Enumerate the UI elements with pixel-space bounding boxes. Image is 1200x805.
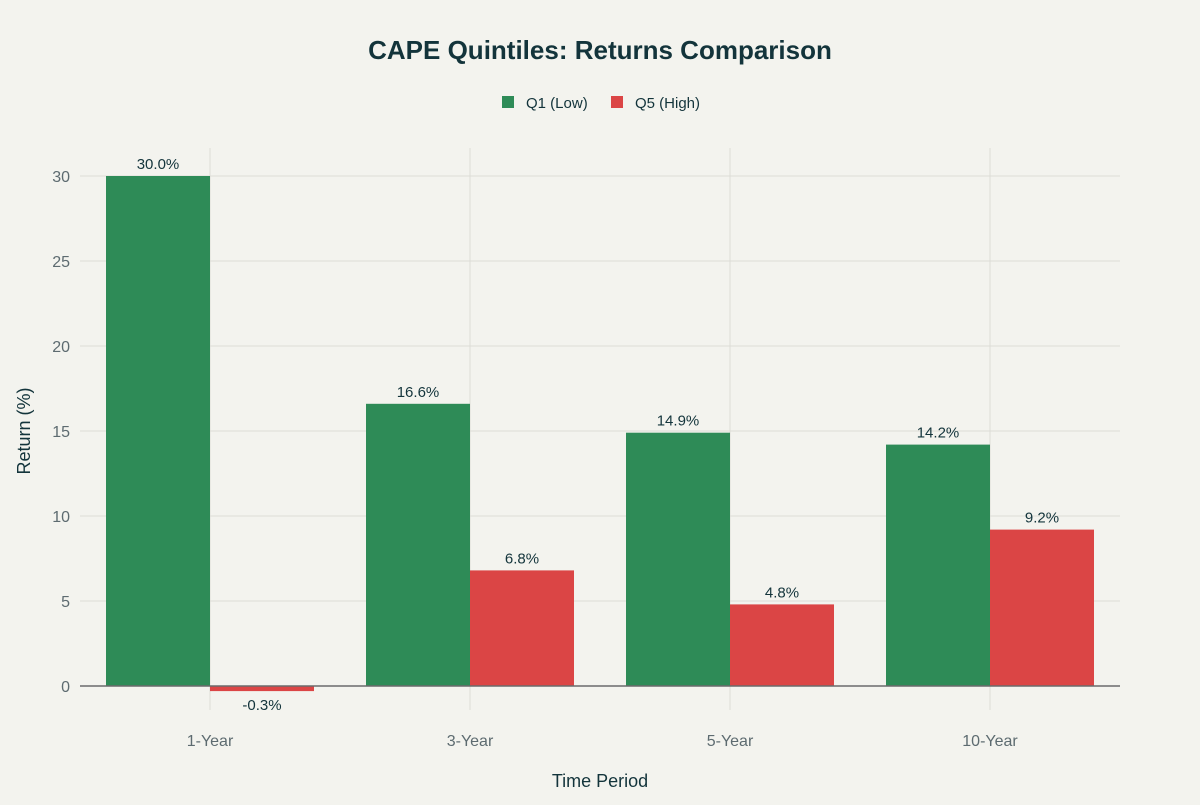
data-label: 14.9% (657, 413, 700, 430)
y-tick-label: 5 (61, 594, 70, 611)
data-label: 9.2% (1025, 510, 1059, 527)
x-tick-label: 3-Year (447, 733, 494, 750)
legend-label[interactable]: Q5 (High) (635, 95, 700, 112)
y-tick-label: 15 (52, 424, 70, 441)
y-tick-label: 25 (52, 254, 70, 271)
bar-q5 (210, 686, 314, 692)
data-label: 30.0% (137, 156, 180, 173)
data-label: 14.2% (917, 425, 960, 442)
x-tick-label: 5-Year (707, 733, 754, 750)
data-label: 6.8% (505, 550, 539, 567)
legend-swatch (502, 96, 514, 108)
legend: Q1 (Low) Q5 (High) (502, 95, 700, 112)
data-label: 4.8% (765, 584, 799, 601)
chart-title: CAPE Quintiles: Returns Comparison (368, 35, 832, 65)
bar-q1 (626, 432, 730, 686)
bar-q5 (470, 570, 574, 686)
y-tick-label: 0 (61, 679, 70, 696)
bar-q1 (366, 403, 470, 686)
data-labels: 30.0% 16.6% 14.9% 14.2% -0.3% 6.8% 4.8% 9.2% (137, 156, 1059, 714)
axes: 0 5 10 15 20 25 30 1-Year 3-Year 5-Year 10-Year (52, 169, 1120, 750)
data-label: -0.3% (242, 697, 281, 714)
y-axis-title: Return (%) (14, 387, 34, 474)
bar-q1 (106, 176, 210, 686)
y-tick-label: 20 (52, 339, 70, 356)
legend-swatch (611, 96, 623, 108)
x-tick-label: 10-Year (962, 733, 1018, 750)
bar-q1 (886, 444, 990, 686)
legend-label[interactable]: Q1 (Low) (526, 95, 588, 112)
bar-q5 (990, 529, 1094, 686)
y-tick-label: 10 (52, 509, 70, 526)
bar-q5 (730, 604, 834, 686)
x-axis-title: Time Period (552, 771, 648, 791)
data-label: 16.6% (397, 384, 440, 401)
bars (106, 176, 1094, 692)
x-tick-label: 1-Year (187, 733, 234, 750)
y-tick-label: 30 (52, 169, 70, 186)
gridlines (80, 148, 1120, 710)
